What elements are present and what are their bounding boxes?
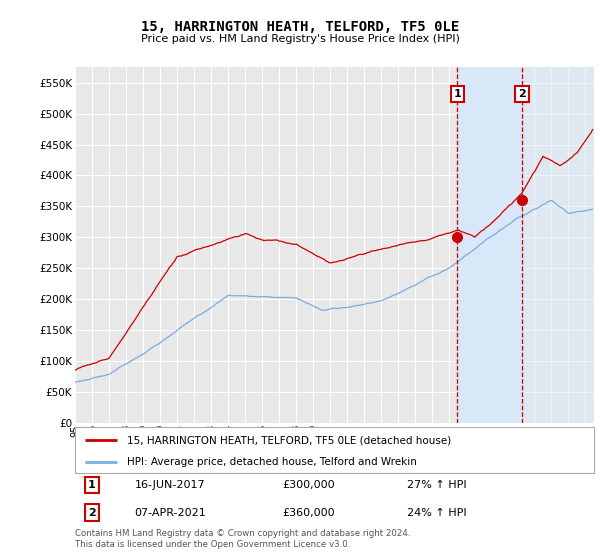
Text: 16-JUN-2017: 16-JUN-2017 <box>134 480 205 490</box>
Text: 1: 1 <box>88 480 96 490</box>
Text: £300,000: £300,000 <box>283 480 335 490</box>
Text: 1: 1 <box>454 89 461 99</box>
Text: 15, HARRINGTON HEATH, TELFORD, TF5 0LE: 15, HARRINGTON HEATH, TELFORD, TF5 0LE <box>141 20 459 34</box>
Text: HPI: Average price, detached house, Telford and Wrekin: HPI: Average price, detached house, Telf… <box>127 457 417 466</box>
Bar <box>522 67 594 423</box>
Text: 2: 2 <box>88 508 96 518</box>
Text: Price paid vs. HM Land Registry's House Price Index (HPI): Price paid vs. HM Land Registry's House … <box>140 34 460 44</box>
Text: 2: 2 <box>518 89 526 99</box>
Text: £360,000: £360,000 <box>283 508 335 518</box>
Text: 15, HARRINGTON HEATH, TELFORD, TF5 0LE (detached house): 15, HARRINGTON HEATH, TELFORD, TF5 0LE (… <box>127 435 451 445</box>
Text: 24% ↑ HPI: 24% ↑ HPI <box>407 508 467 518</box>
Text: Contains HM Land Registry data © Crown copyright and database right 2024.
This d: Contains HM Land Registry data © Crown c… <box>75 529 410 549</box>
Text: 27% ↑ HPI: 27% ↑ HPI <box>407 480 467 490</box>
Text: 07-APR-2021: 07-APR-2021 <box>134 508 206 518</box>
Bar <box>457 67 522 423</box>
